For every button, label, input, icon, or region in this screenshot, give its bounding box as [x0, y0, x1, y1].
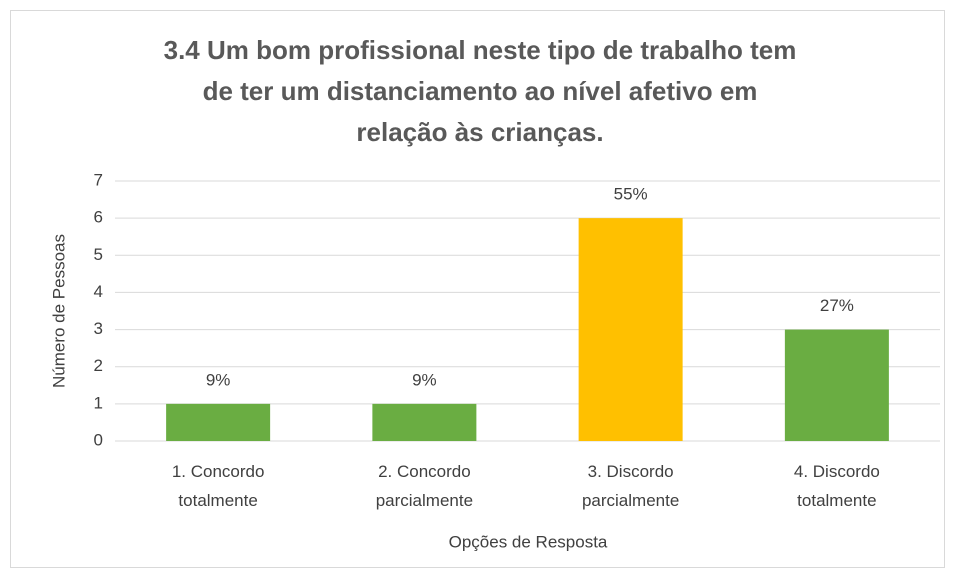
x-tick-label: 2. Concordo parcialmente: [375, 462, 474, 510]
data-label: 55%: [614, 185, 648, 204]
chart-border: [10, 10, 945, 568]
x-tick-label: 4. Discordo totalmente: [793, 462, 880, 510]
x-tick-label: 1. Concordo totalmente: [171, 462, 265, 510]
bar: [784, 329, 889, 441]
y-tick-label: 0: [94, 430, 103, 449]
y-tick-label: 6: [94, 208, 103, 227]
y-tick-label: 1: [94, 393, 103, 412]
x-tick-label: 3. Discordo parcialmente: [581, 462, 680, 510]
chart-title: 3.4 Um bom profissional neste tipo de tr…: [163, 35, 797, 147]
y-tick-label: 2: [94, 356, 103, 375]
data-label: 9%: [412, 370, 437, 389]
bar: [372, 403, 477, 441]
data-label: 27%: [820, 296, 854, 315]
bar: [578, 218, 683, 441]
y-tick-label: 7: [94, 170, 103, 189]
y-axis-title: Número de Pessoas: [49, 234, 68, 388]
y-tick-label: 5: [94, 245, 103, 264]
bar: [166, 403, 271, 441]
y-tick-label: 3: [94, 319, 103, 338]
y-tick-label: 4: [94, 282, 103, 301]
x-axis-title: Opções de Resposta: [449, 532, 608, 551]
data-label: 9%: [206, 370, 231, 389]
